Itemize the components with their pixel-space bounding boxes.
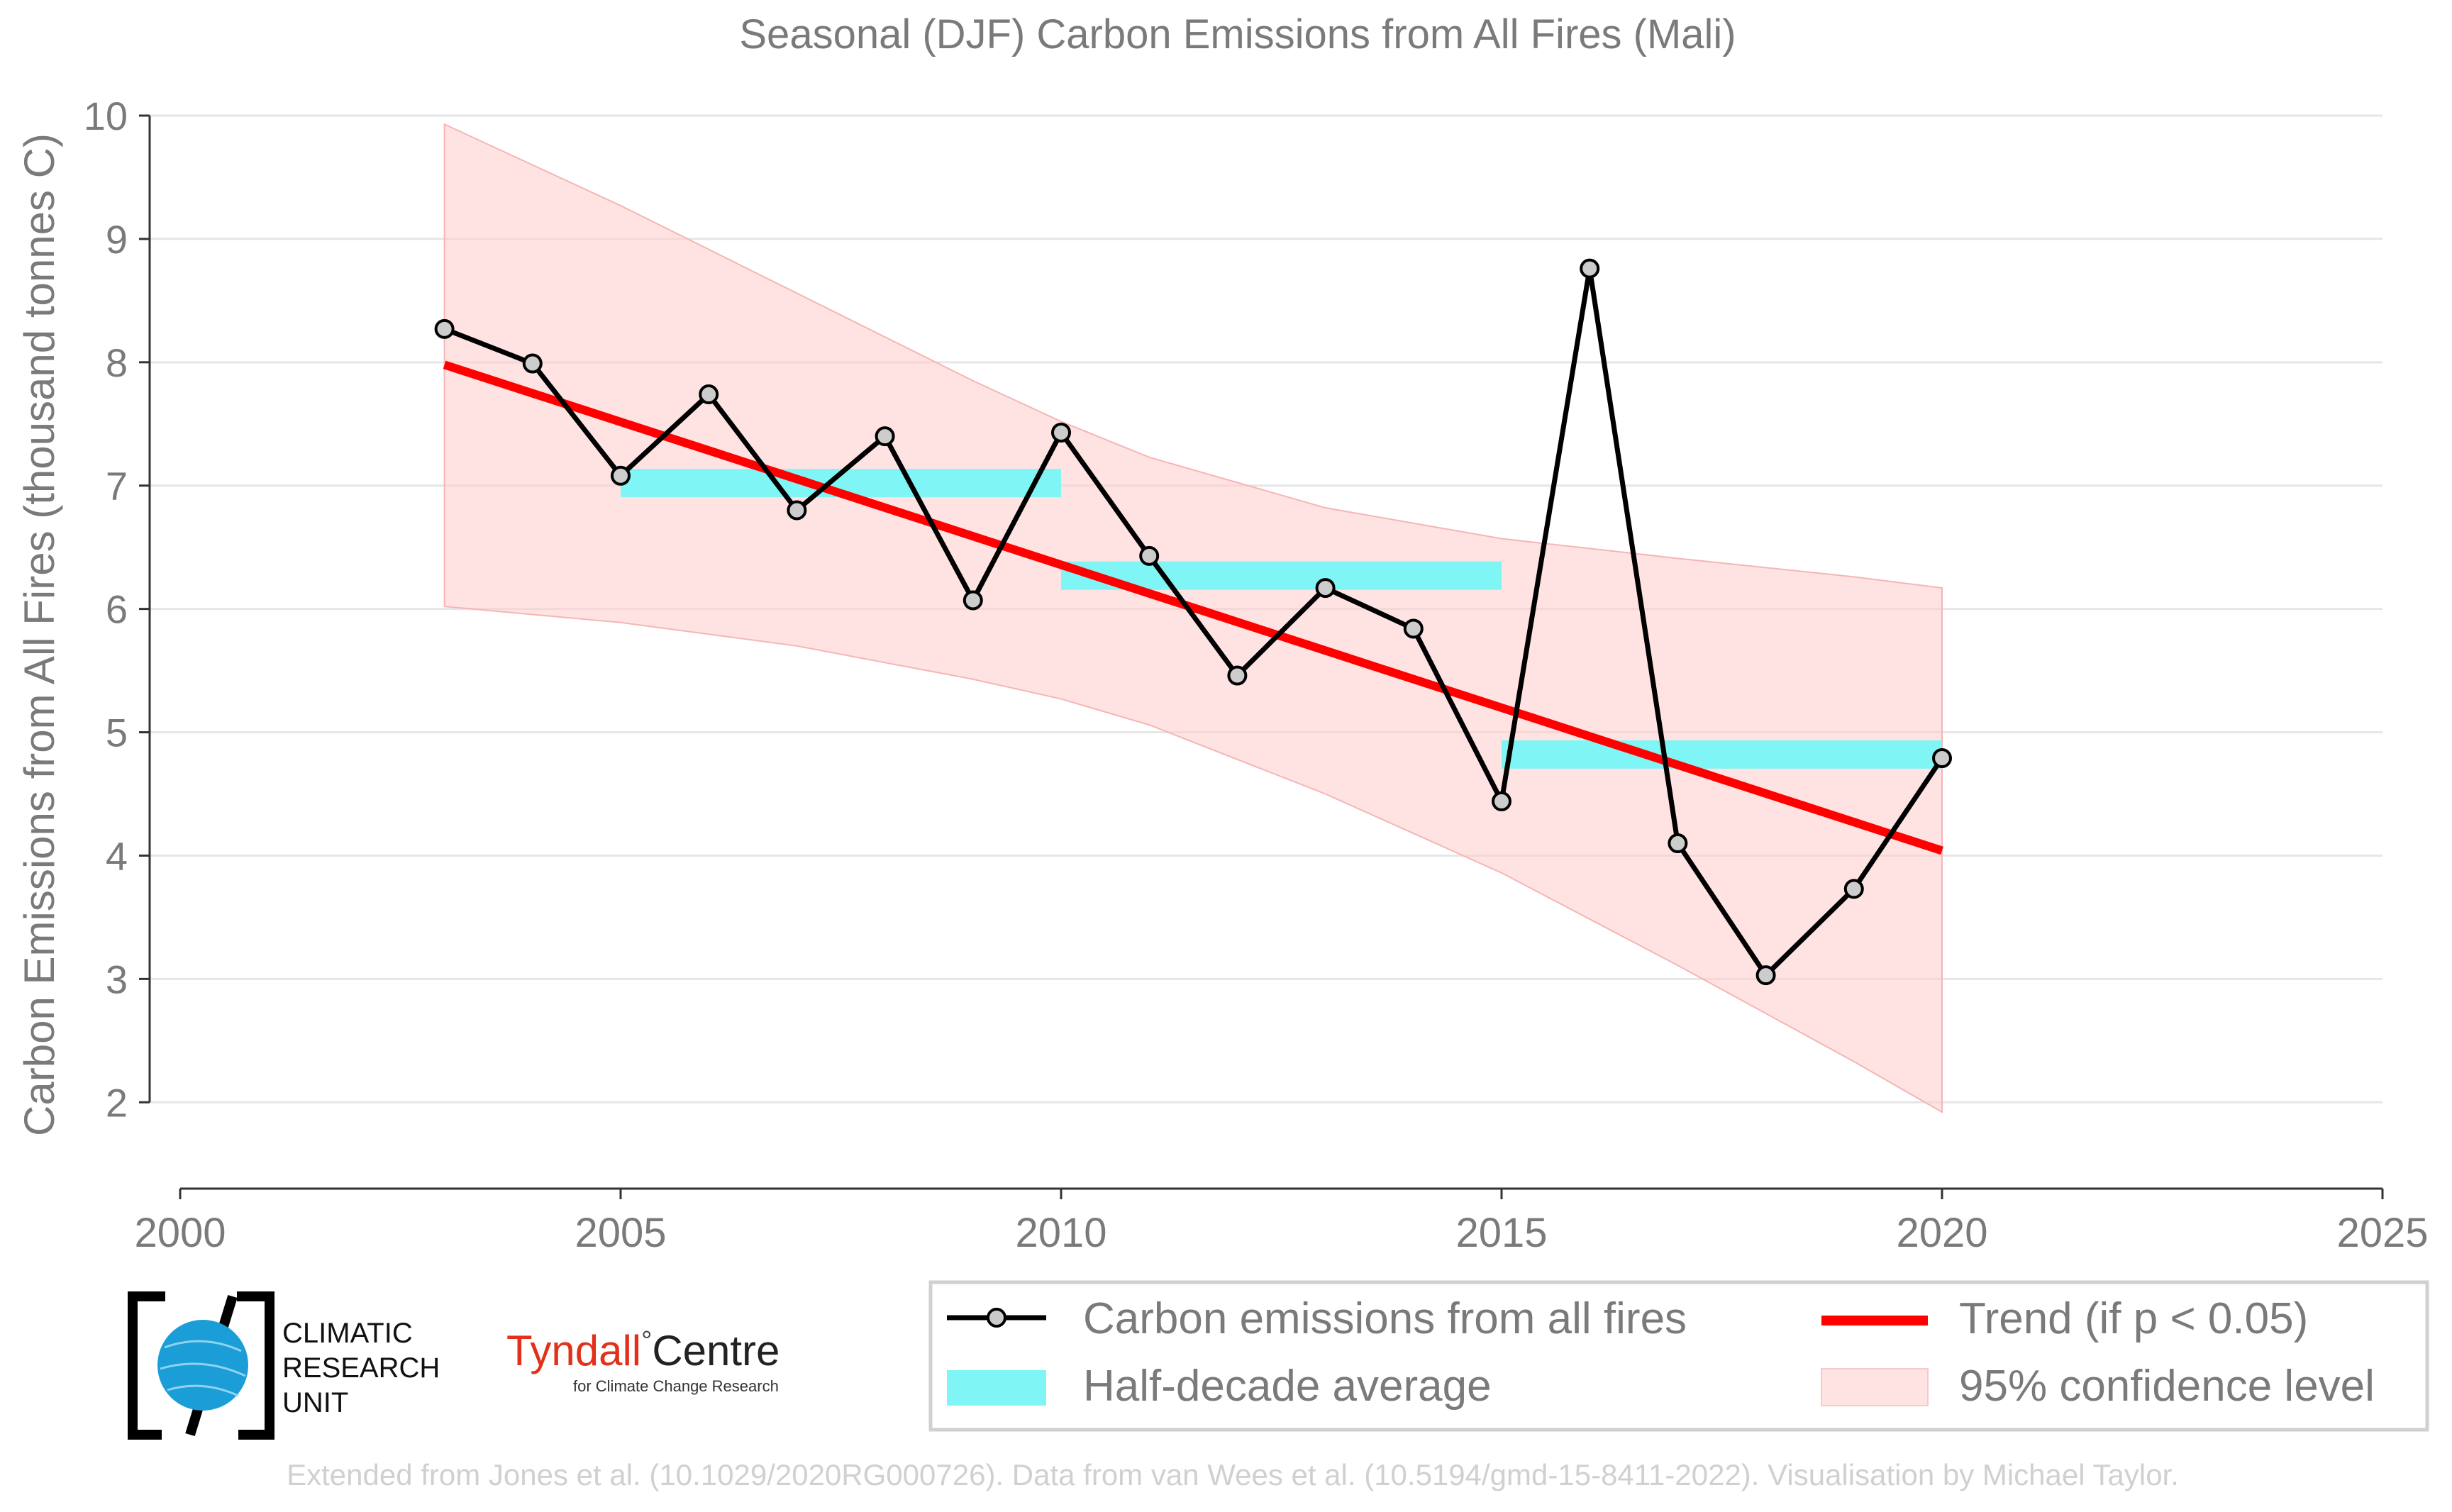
x-tick-label-2010: 2010: [1015, 1210, 1106, 1256]
chart-title: Seasonal (DJF) Carbon Emissions from All…: [739, 11, 1736, 57]
data-point-2016: [1580, 258, 1600, 279]
legend-label-trend: Trend (if p < 0.05): [1959, 1294, 2308, 1343]
legend-marker-emissions: [987, 1308, 1006, 1328]
x-ticks: 2000 2005 2010 2015 2020 2025: [134, 1189, 2429, 1256]
y-axis-label: Carbon Emissions from All Fires (thousan…: [16, 133, 63, 1136]
cru-logo-line-3: UNIT: [282, 1387, 348, 1418]
data-point-2004: [522, 353, 543, 374]
y-tick-label-5: 5: [106, 711, 128, 755]
data-point-2020: [1932, 748, 1952, 769]
y-tick-label-7: 7: [106, 464, 128, 508]
data-point-2012: [1227, 665, 1248, 686]
cru-logo: CLIMATIC RESEARCH UNIT: [128, 1291, 440, 1440]
trend-layer: [443, 360, 1943, 855]
tyndall-logo-subtitle: for Climate Change Research: [573, 1377, 779, 1395]
data-point-2007: [787, 500, 807, 521]
y-tick-label-10: 10: [84, 94, 128, 138]
cru-logo-line-1: CLIMATIC: [282, 1318, 413, 1349]
tyndall-logo-wordmark: Tyndall°Centre: [506, 1326, 780, 1374]
data-point-2009: [963, 590, 983, 611]
data-point-2011: [1139, 545, 1160, 566]
series-layer: [434, 258, 1952, 986]
y-tick-label-6: 6: [106, 587, 128, 632]
data-point-2018: [1755, 965, 1776, 986]
legend-symbol-confidence: [1821, 1368, 1929, 1406]
data-point-2008: [875, 426, 895, 447]
half-decade-bar-2: [1502, 740, 1942, 769]
cru-logo-line-2: RESEARCH: [282, 1352, 440, 1384]
data-point-2014: [1403, 618, 1424, 639]
y-tick-label-3: 3: [106, 957, 128, 1001]
data-point-2017: [1668, 833, 1688, 854]
legend-label-confidence: 95% confidence level: [1959, 1362, 2375, 1411]
data-point-2005: [611, 465, 631, 486]
legend-label-half-decade: Half-decade average: [1083, 1362, 1492, 1411]
trend-line: [443, 360, 1943, 855]
series-line-emissions: [443, 266, 1944, 978]
y-ticks: 2 3 4 5 6 7 8 9 10: [84, 94, 150, 1125]
legend-symbol-half-decade: [947, 1370, 1046, 1406]
y-tick-label-9: 9: [106, 217, 128, 262]
y-tick-label-4: 4: [106, 833, 128, 878]
globe-icon: [157, 1320, 248, 1411]
data-point-2015: [1492, 791, 1511, 811]
y-tick-label-8: 8: [106, 340, 128, 385]
data-point-2013: [1315, 578, 1336, 599]
x-tick-label-2020: 2020: [1896, 1210, 1987, 1256]
legend-frame: [928, 1280, 2429, 1432]
x-tick-label-2025: 2025: [2336, 1210, 2428, 1256]
legend-label-emissions: Carbon emissions from all fires: [1083, 1294, 1687, 1343]
credit-line: Extended from Jones et al. (10.1029/2020…: [287, 1458, 2179, 1491]
data-point-2010: [1051, 422, 1071, 443]
x-tick-label-2015: 2015: [1455, 1210, 1547, 1256]
y-tick-label-2: 2: [106, 1080, 128, 1125]
data-point-2019: [1843, 879, 1864, 899]
legend: Carbon emissions from all fires Half-dec…: [928, 1280, 2429, 1432]
x-tick-label-2005: 2005: [575, 1210, 666, 1256]
tyndall-logo: Tyndall°Centre for Climate Change Resear…: [506, 1326, 780, 1395]
data-point-2006: [699, 384, 719, 405]
x-tick-label-2000: 2000: [134, 1210, 226, 1256]
data-point-2003: [434, 318, 455, 339]
